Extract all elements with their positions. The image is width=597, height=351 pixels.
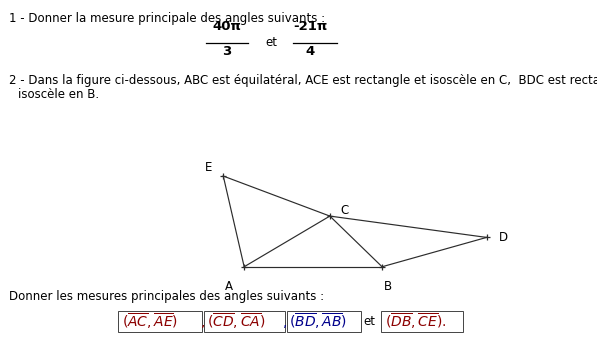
Text: C: C bbox=[341, 204, 349, 217]
Text: isoscèle en B.: isoscèle en B. bbox=[18, 88, 99, 101]
Text: 4: 4 bbox=[306, 45, 315, 58]
Text: 40π: 40π bbox=[213, 20, 241, 33]
Bar bbox=[381, 311, 463, 332]
Text: -21π: -21π bbox=[293, 20, 328, 33]
Bar bbox=[204, 311, 285, 332]
Text: 1 - Donner la mesure principale des angles suivants :: 1 - Donner la mesure principale des angl… bbox=[9, 12, 325, 25]
Text: et: et bbox=[363, 314, 375, 328]
Bar bbox=[287, 311, 361, 332]
Text: $(\overline{DB},\overline{CE}).$: $(\overline{DB},\overline{CE}).$ bbox=[385, 311, 447, 331]
Text: A: A bbox=[225, 279, 233, 293]
Text: $,(\overline{BD},\overline{AB})$: $,(\overline{BD},\overline{AB})$ bbox=[282, 311, 347, 331]
Text: B: B bbox=[384, 279, 392, 293]
Text: Donner les mesures principales des angles suivants :: Donner les mesures principales des angle… bbox=[9, 290, 324, 303]
Text: $,(\overline{CD},\overline{CA})$: $,(\overline{CD},\overline{CA})$ bbox=[200, 311, 266, 331]
Text: 2 - Dans la figure ci-dessous, ABC est équilatéral, ACE est rectangle et isoscèl: 2 - Dans la figure ci-dessous, ABC est é… bbox=[9, 74, 597, 87]
Text: E: E bbox=[205, 161, 212, 174]
Text: et: et bbox=[266, 36, 278, 49]
Bar bbox=[118, 311, 202, 332]
Text: 3: 3 bbox=[222, 45, 232, 58]
Text: D: D bbox=[498, 231, 508, 244]
Text: $(\overline{AC},\overline{AE})$: $(\overline{AC},\overline{AE})$ bbox=[122, 311, 179, 331]
